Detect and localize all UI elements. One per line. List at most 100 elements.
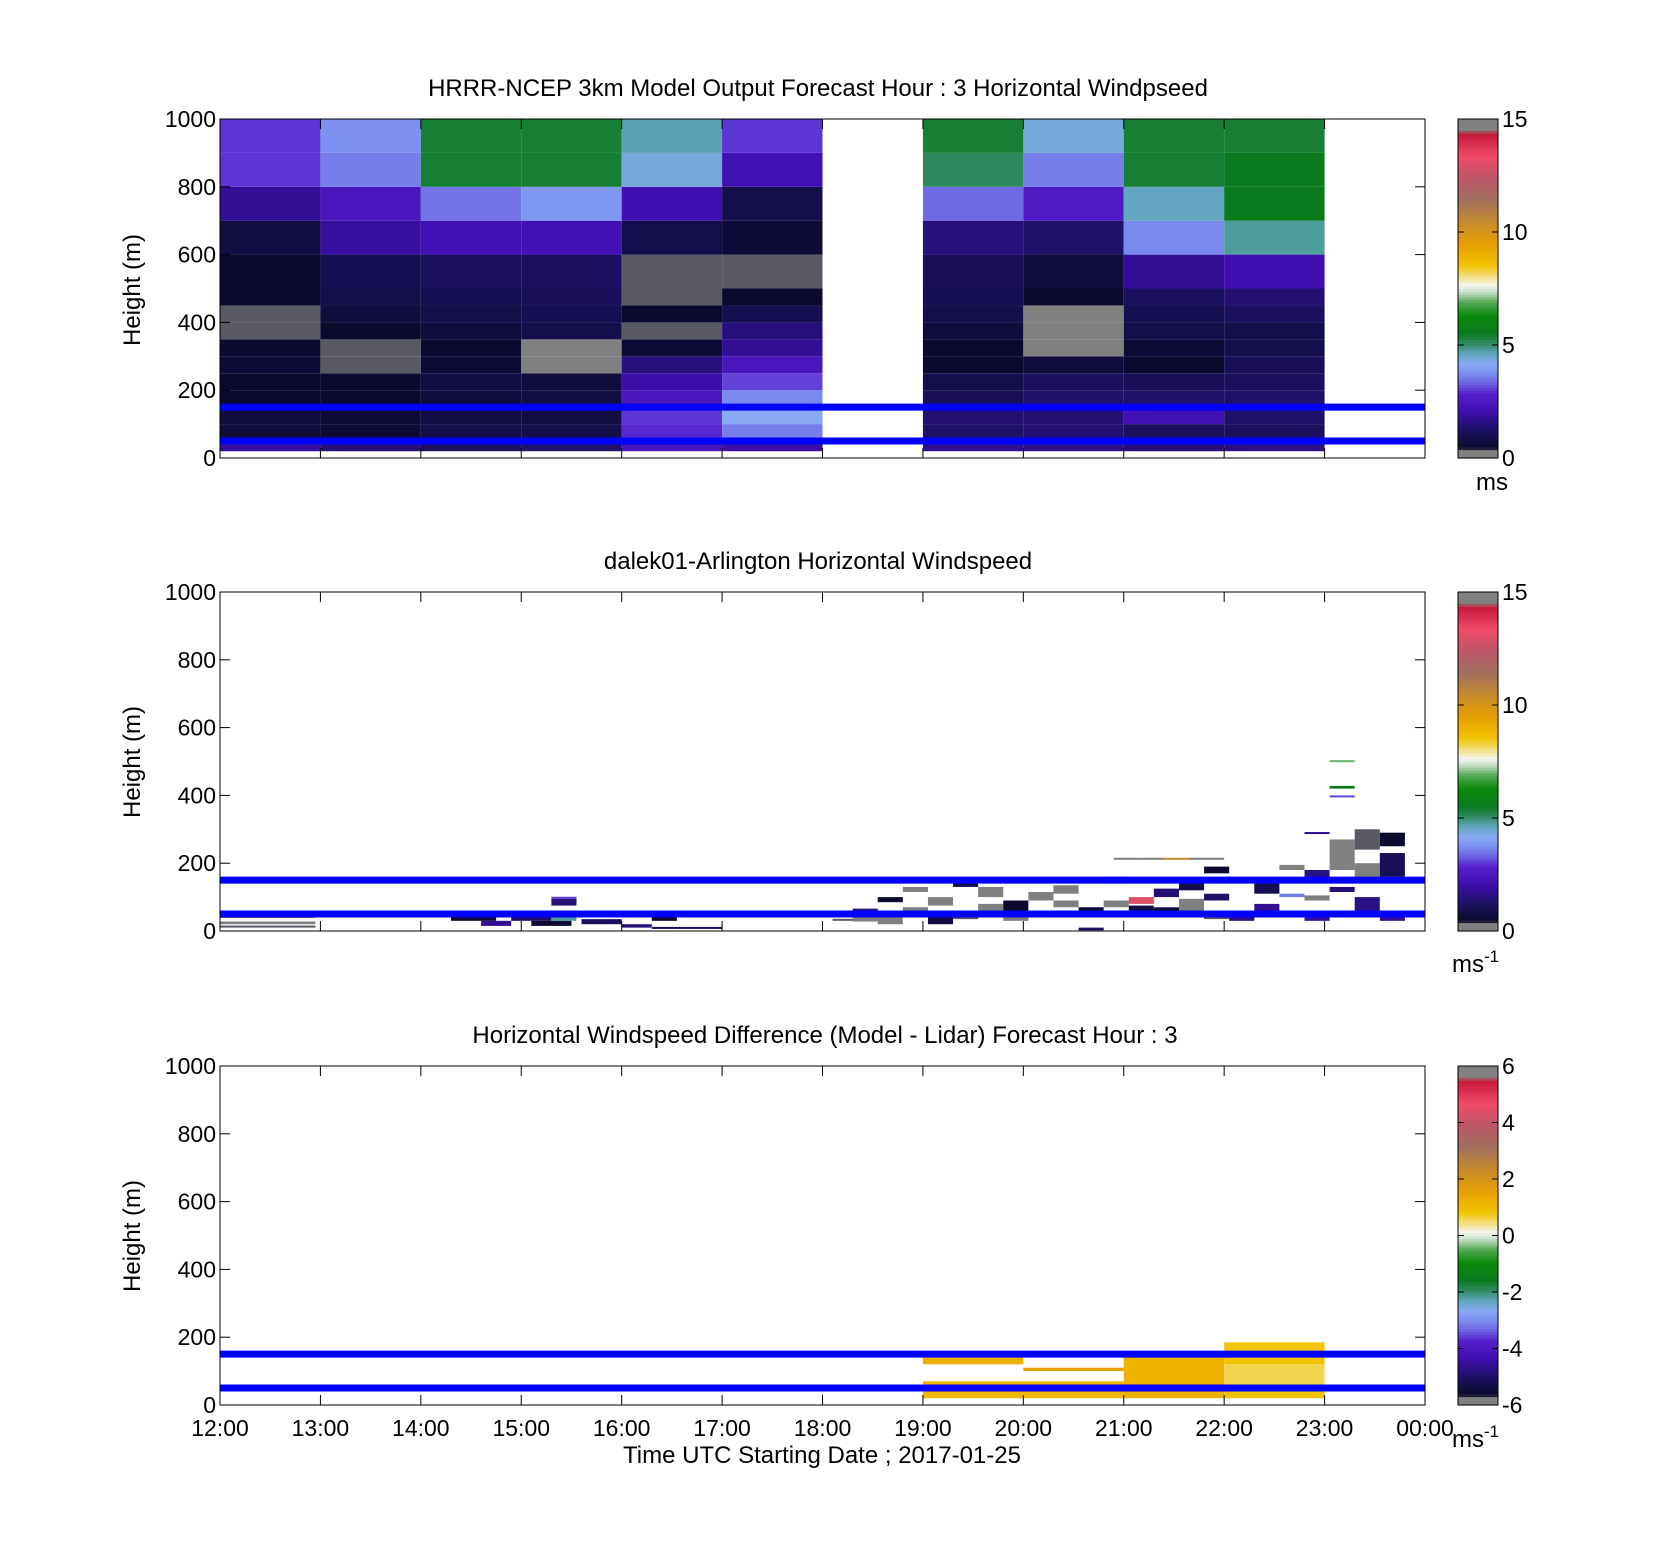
colorbar-segment xyxy=(1458,1286,1498,1290)
colorbar-segment xyxy=(1458,1111,1498,1115)
heatmap-cell xyxy=(1224,390,1325,408)
heatmap-cell xyxy=(978,886,1004,898)
heatmap-cell xyxy=(1224,186,1325,221)
heatmap-cell xyxy=(1023,220,1124,255)
colorbar-tick-label: 10 xyxy=(1502,219,1528,245)
colorbar-segment xyxy=(1458,412,1498,417)
heatmap-cell xyxy=(220,925,316,928)
colorbar-segment xyxy=(1458,319,1498,323)
colorbar-segment xyxy=(1458,1224,1498,1228)
colorbar-segment xyxy=(1458,801,1498,805)
colorbar-segment xyxy=(1458,775,1498,780)
colorbar-segment xyxy=(1458,628,1498,633)
colorbar-segment xyxy=(1458,175,1498,179)
colorbar-segment xyxy=(1458,161,1498,165)
colorbar-segment xyxy=(1458,1128,1498,1132)
colorbar-segment xyxy=(1458,716,1498,720)
heatmap-cell xyxy=(420,288,522,306)
heatmap-cell xyxy=(420,356,522,374)
colorbar-segment xyxy=(1458,1077,1498,1081)
colorbar-segment xyxy=(1458,1385,1498,1389)
heatmap-cell xyxy=(1123,220,1225,255)
colorbar-segment xyxy=(1458,1130,1498,1135)
colorbar-segment xyxy=(1458,871,1498,876)
heatmap-cell xyxy=(722,390,823,408)
colorbar-segment xyxy=(1458,1340,1498,1344)
heatmap-cell xyxy=(1189,857,1225,860)
heatmap-cell xyxy=(922,288,1024,306)
colorbar-segment xyxy=(1458,280,1498,284)
heatmap-cell xyxy=(1153,888,1179,898)
x-tick-label: 23:00 xyxy=(1296,1415,1354,1441)
colorbar-segment xyxy=(1458,600,1498,604)
colorbar-segment xyxy=(1458,1193,1498,1197)
heatmap-cell xyxy=(1023,119,1124,153)
heatmap-cell xyxy=(1329,760,1355,763)
heatmap-cell xyxy=(320,444,421,452)
heatmap-cell xyxy=(722,220,823,255)
colorbar-segment xyxy=(1458,1071,1498,1076)
colorbar-tick-label: 10 xyxy=(1502,692,1528,718)
colorbar-segment xyxy=(1458,359,1498,363)
colorbar-segment xyxy=(1458,1379,1498,1383)
colorbar-segment xyxy=(1458,750,1498,754)
heatmap-cell xyxy=(1023,186,1124,221)
colorbar-segment xyxy=(1458,1258,1498,1262)
heatmap-cell xyxy=(1279,864,1305,870)
heatmap-cell xyxy=(581,919,622,925)
colorbar-segment xyxy=(1458,155,1498,160)
heatmap-cell xyxy=(722,186,823,221)
colorbar-segment xyxy=(1458,874,1498,878)
colorbar-frame xyxy=(1457,118,1499,459)
colorbar-segment xyxy=(1458,611,1498,616)
colorbar-segment xyxy=(1458,1252,1498,1256)
colorbar-segment xyxy=(1458,659,1498,664)
colorbar-segment xyxy=(1458,361,1498,366)
colorbar-segment xyxy=(1458,1260,1498,1265)
colorbar-segment xyxy=(1458,812,1498,816)
heatmap-cell xyxy=(621,407,723,425)
heatmap-cell xyxy=(1279,893,1305,898)
heatmap-cell xyxy=(1379,832,1405,847)
colorbar-segment xyxy=(1458,823,1498,828)
x-tick-label: 22:00 xyxy=(1195,1415,1253,1441)
heatmap-cell xyxy=(1254,903,1280,911)
colorbar-segment xyxy=(1458,1365,1498,1369)
heatmap-cell xyxy=(1204,866,1230,874)
colorbar-segment xyxy=(1458,438,1498,442)
colorbar-segment xyxy=(1458,1094,1498,1098)
colorbar-segment xyxy=(1458,1306,1498,1310)
colorbar-segment xyxy=(1458,308,1498,312)
colorbar-segment xyxy=(1458,209,1498,213)
colorbar-segment xyxy=(1458,251,1498,256)
colorbar-segment xyxy=(1458,1221,1498,1225)
heatmap-cell xyxy=(722,254,823,289)
panel-lidar-heatmap xyxy=(220,760,1405,931)
colorbar-segment xyxy=(1458,617,1498,621)
colorbar-segment xyxy=(1458,1368,1498,1372)
colorbar-segment xyxy=(1458,1122,1498,1126)
colorbar-segment xyxy=(1458,223,1498,227)
heatmap-cell xyxy=(220,407,321,425)
heatmap-cell xyxy=(521,305,622,323)
heatmap-cell xyxy=(621,288,723,306)
heatmap-cell xyxy=(902,886,928,893)
heatmap-cell xyxy=(922,373,1024,391)
colorbar-tick-label: 4 xyxy=(1502,1110,1515,1136)
colorbar-segment xyxy=(1458,339,1498,343)
colorbar-segment xyxy=(1458,642,1498,647)
colorbar-segment xyxy=(1458,294,1498,298)
colorbar-segment xyxy=(1458,220,1498,225)
colorbar-segment xyxy=(1458,1082,1498,1087)
colorbar-segment xyxy=(1458,217,1498,222)
colorbar-segment xyxy=(1458,1207,1498,1211)
colorbar-segment xyxy=(1458,424,1498,428)
heatmap-cell xyxy=(220,356,321,374)
colorbar-segment xyxy=(1458,1170,1498,1174)
colorbar-segment xyxy=(1458,1348,1498,1352)
colorbar-segment xyxy=(1458,1328,1498,1333)
colorbar-segment xyxy=(1458,820,1498,825)
colorbar-segment xyxy=(1458,1156,1498,1160)
colorbar-segment xyxy=(1458,254,1498,259)
y-tick-label: 1000 xyxy=(165,106,216,132)
